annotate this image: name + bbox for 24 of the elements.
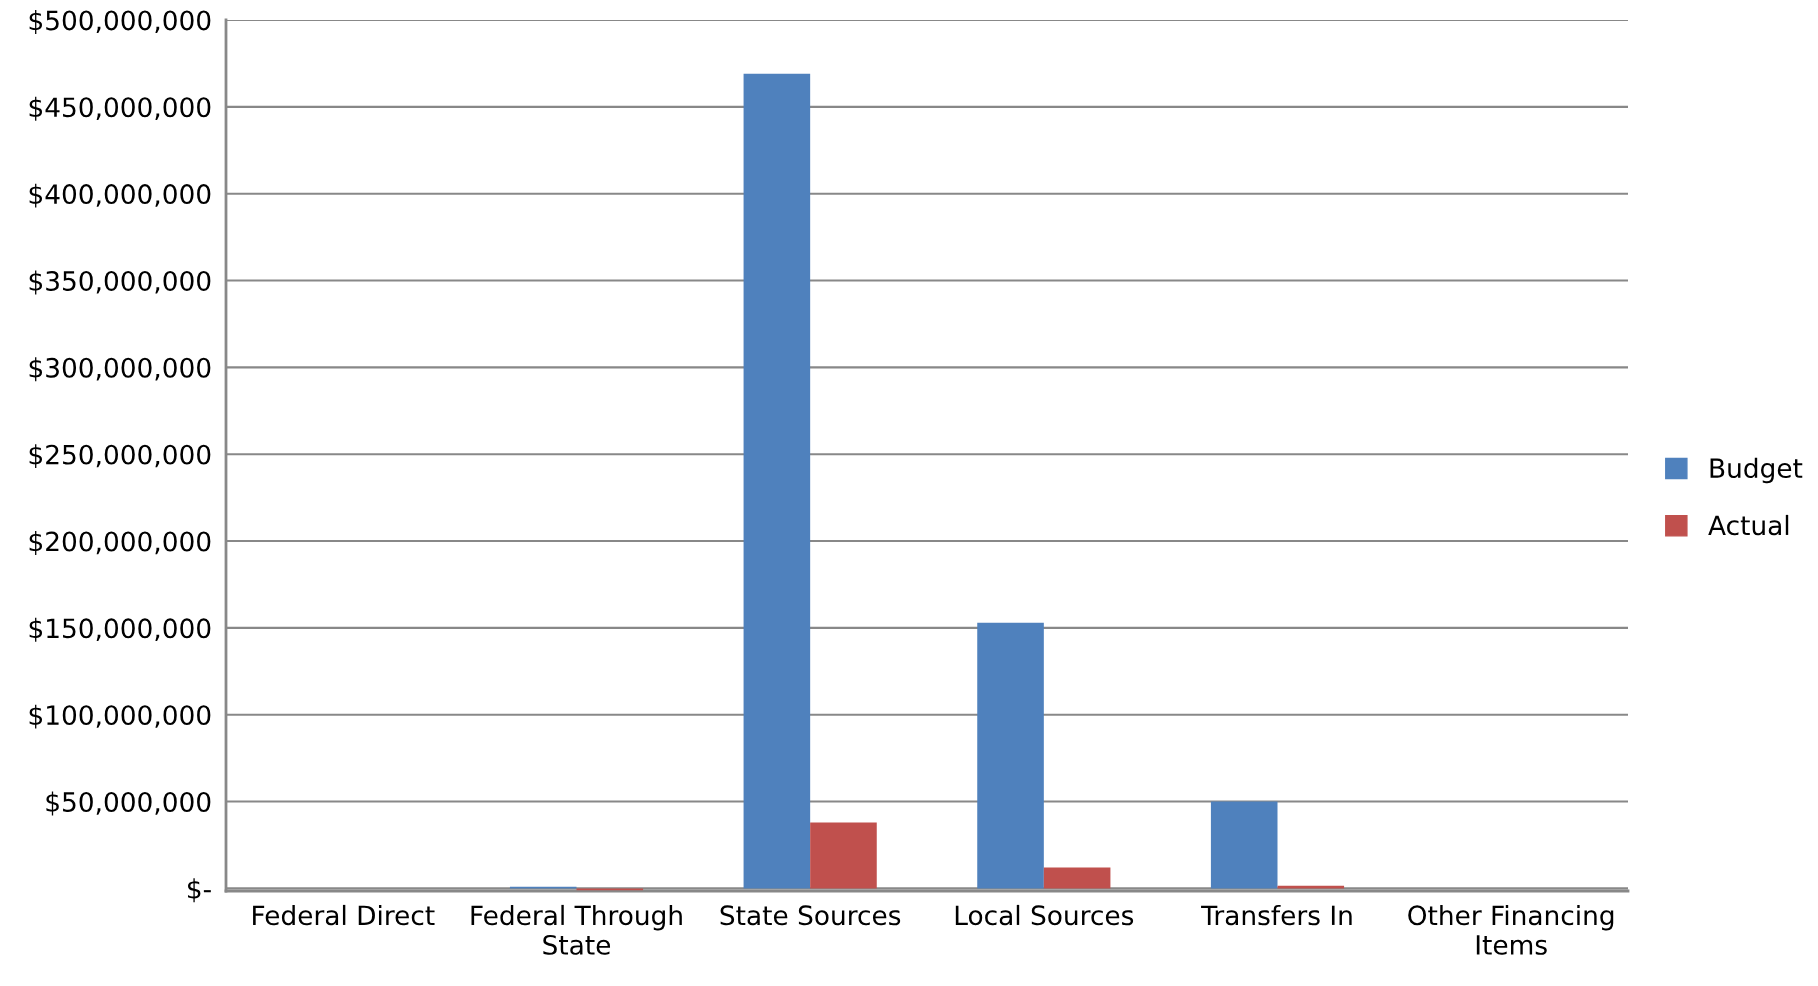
x-tick-label: Transfers In (1201, 904, 1352, 926)
y-tick-label: $500,000,000 (29, 9, 211, 34)
y-tick-label: $400,000,000 (29, 183, 211, 208)
y-tick-label: $350,000,000 (29, 270, 211, 295)
y-tick-label: $- (187, 878, 211, 903)
x-tick-label: Local Sources (955, 904, 1134, 926)
bar (1043, 867, 1111, 889)
bar (977, 622, 1044, 889)
bar (1210, 801, 1278, 889)
y-tick-label: $100,000,000 (29, 704, 211, 729)
x-tick-label: Federal Direct (253, 904, 435, 926)
y-tick-label: $250,000,000 (29, 444, 211, 469)
x-tick-label: Federal Through State (471, 904, 682, 955)
x-tick-label: Other Financing Items (1408, 904, 1614, 955)
legend-label: Actual (1708, 514, 1789, 536)
y-tick-label: $50,000,000 (46, 791, 211, 816)
x-tick-label: State Sources (720, 905, 901, 926)
bar (810, 822, 877, 889)
y-tick-label: $300,000,000 (29, 357, 211, 382)
legend-label: Budget (1710, 457, 1803, 484)
y-tick-label: $450,000,000 (29, 96, 211, 121)
y-tick-label: $150,000,000 (29, 617, 211, 642)
y-tick-label: $200,000,000 (29, 531, 211, 555)
bar (743, 73, 811, 889)
